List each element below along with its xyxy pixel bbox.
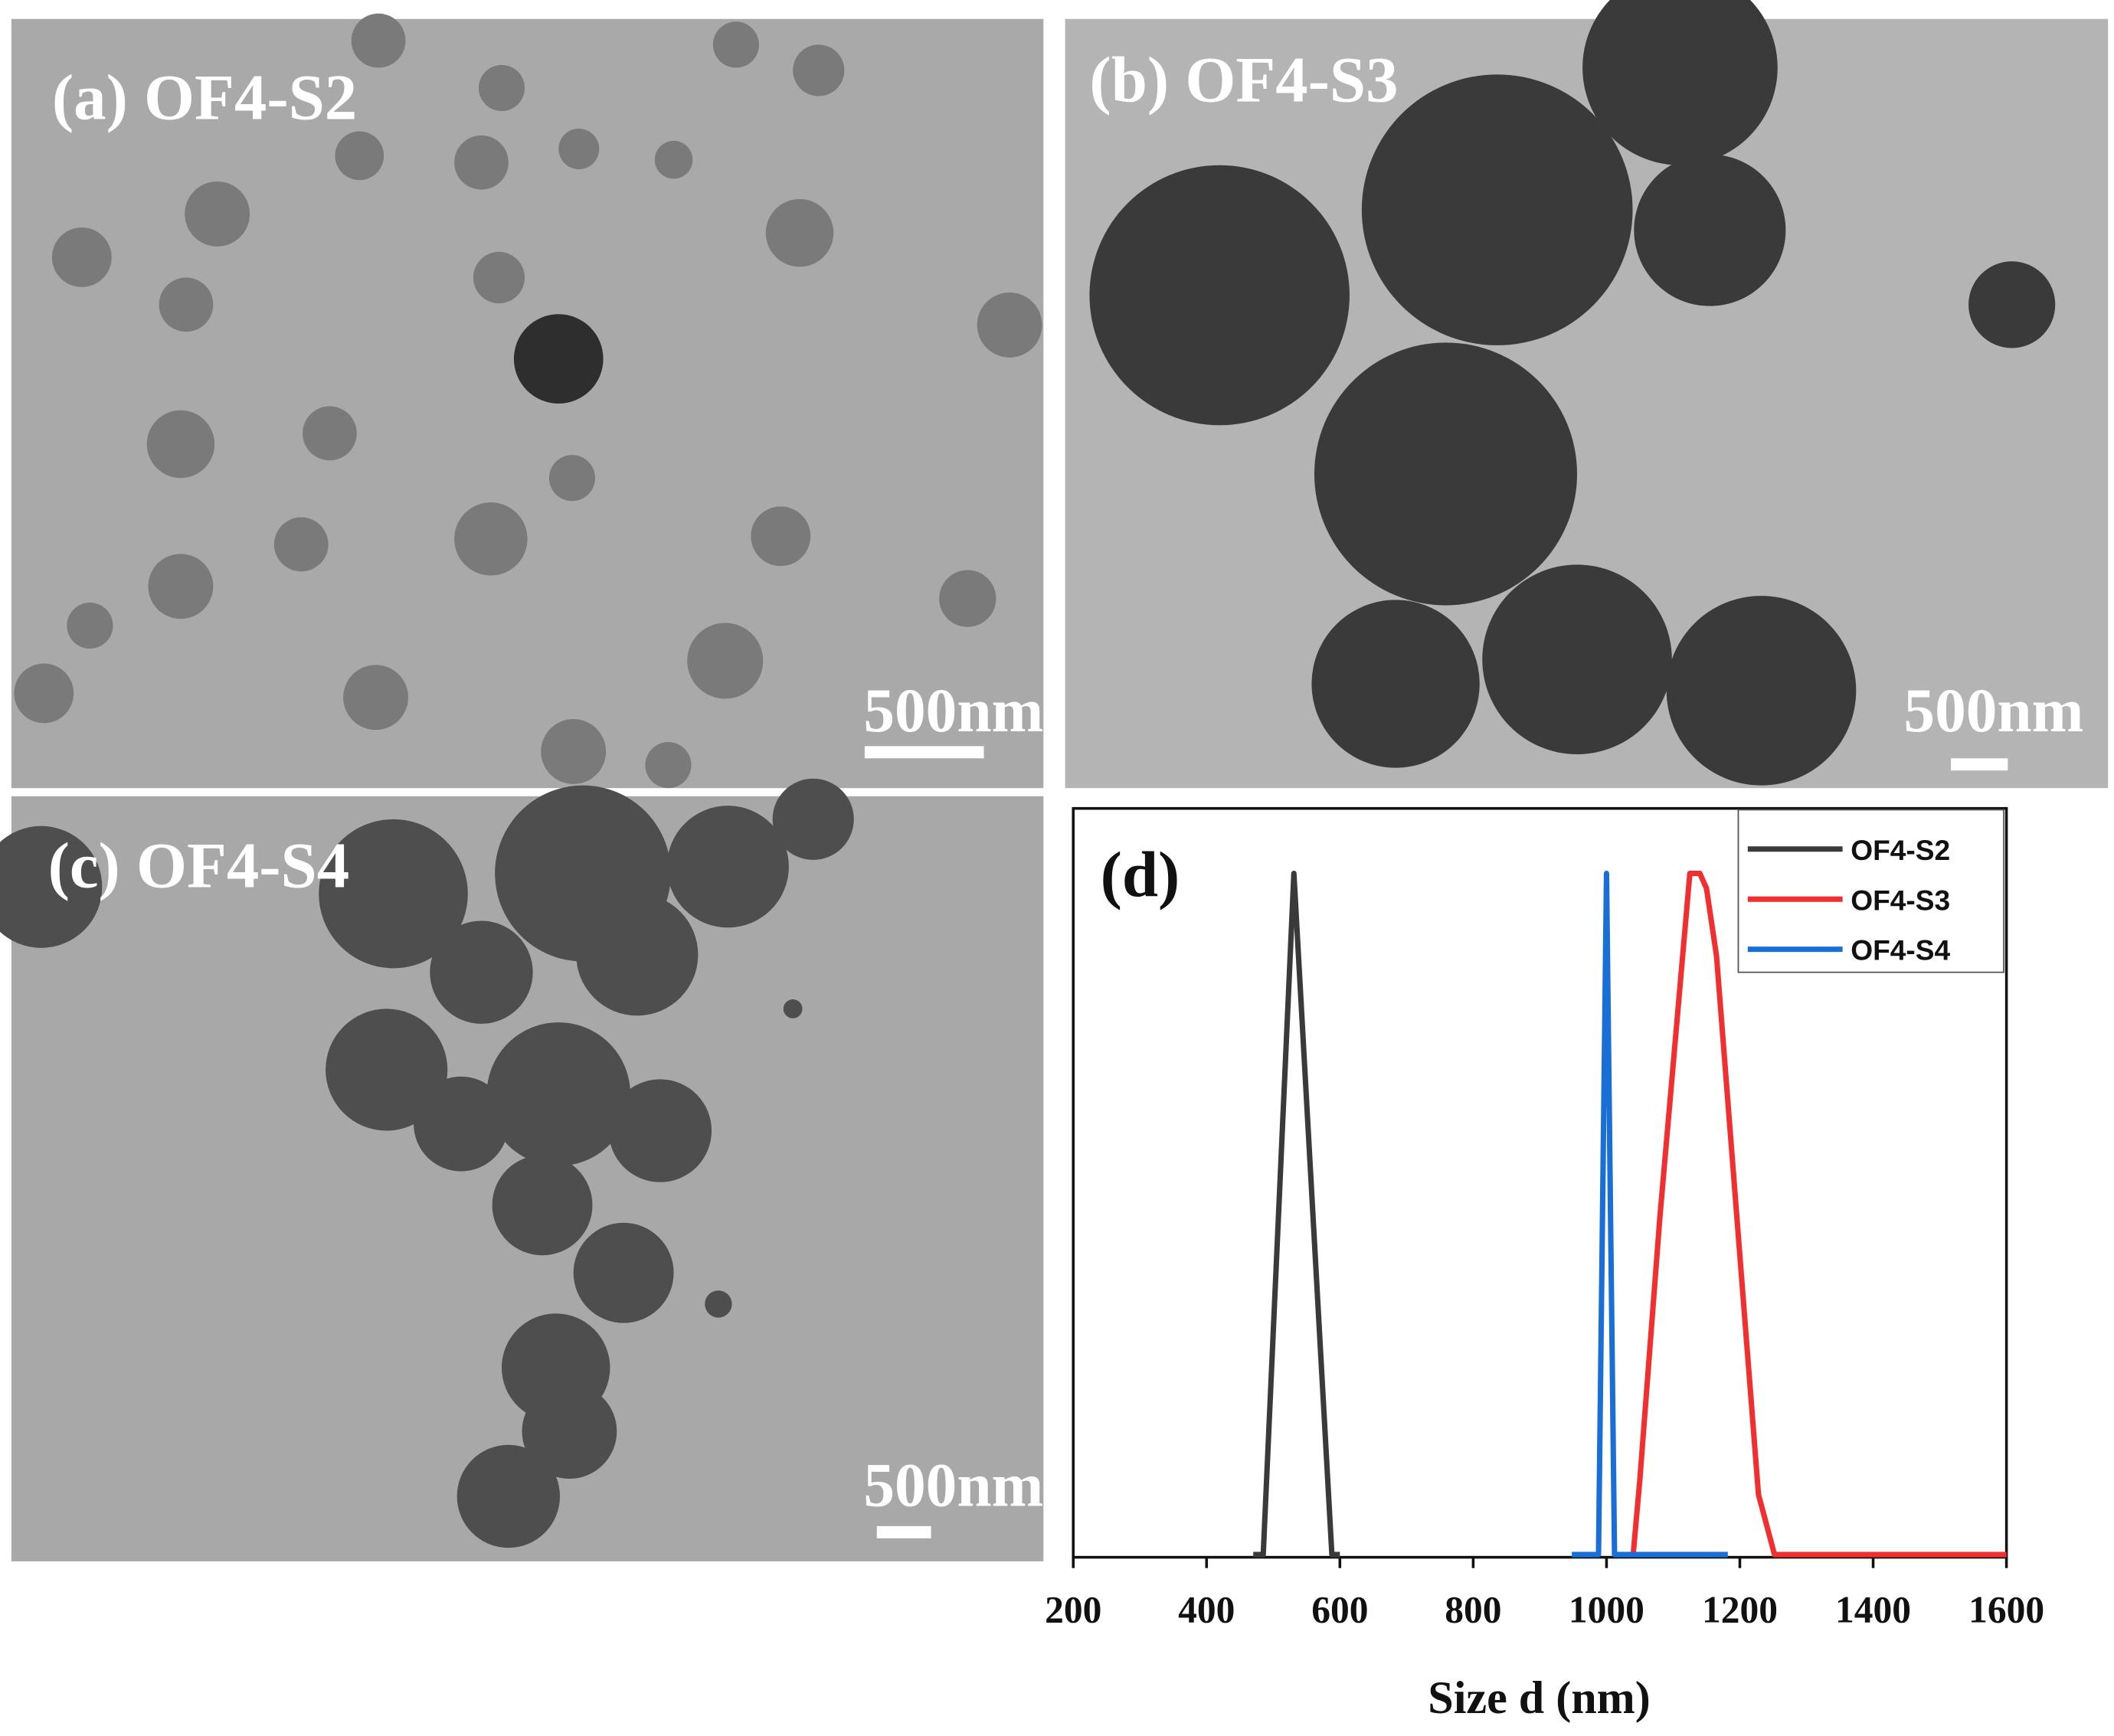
x-tick-label: 800: [1445, 1588, 1501, 1630]
series-line: [1630, 871, 2007, 1558]
legend-label: OF4-S2: [1851, 834, 1950, 866]
x-tick-label: 1400: [1835, 1588, 1911, 1630]
legend-box: [1737, 809, 2004, 973]
legend-label: OF4-S4: [1851, 934, 1950, 966]
chart-title: (d): [1101, 839, 1180, 911]
tem-image-a: [11, 13, 1044, 789]
series-line: [1253, 871, 1340, 1558]
series-line: [1572, 871, 1728, 1558]
x-tick-label: 1600: [1968, 1588, 2044, 1630]
panel-label: (b) OF4-S3: [1089, 44, 1398, 116]
panel-label: (a) OF4-S2: [52, 62, 357, 134]
legend-label: OF4-S3: [1851, 884, 1950, 916]
tem-image-c: [0, 778, 1044, 1561]
x-tick-label: 400: [1178, 1588, 1235, 1630]
x-axis-title: Size d (nm): [1428, 1672, 1651, 1724]
x-tick-label: 200: [1045, 1588, 1101, 1630]
x-tick-label: 600: [1311, 1588, 1368, 1630]
scale-bar-label: 500nm: [863, 1450, 1043, 1519]
scale-bar-label: 500nm: [863, 676, 1043, 745]
tem-image-b: [1065, 0, 2109, 789]
x-tick-label: 1200: [1702, 1588, 1778, 1630]
panel-label: (c) OF4-S4: [48, 829, 350, 901]
scale-bar-label: 500nm: [1903, 676, 2083, 745]
x-tick-label: 1000: [1569, 1588, 1644, 1630]
